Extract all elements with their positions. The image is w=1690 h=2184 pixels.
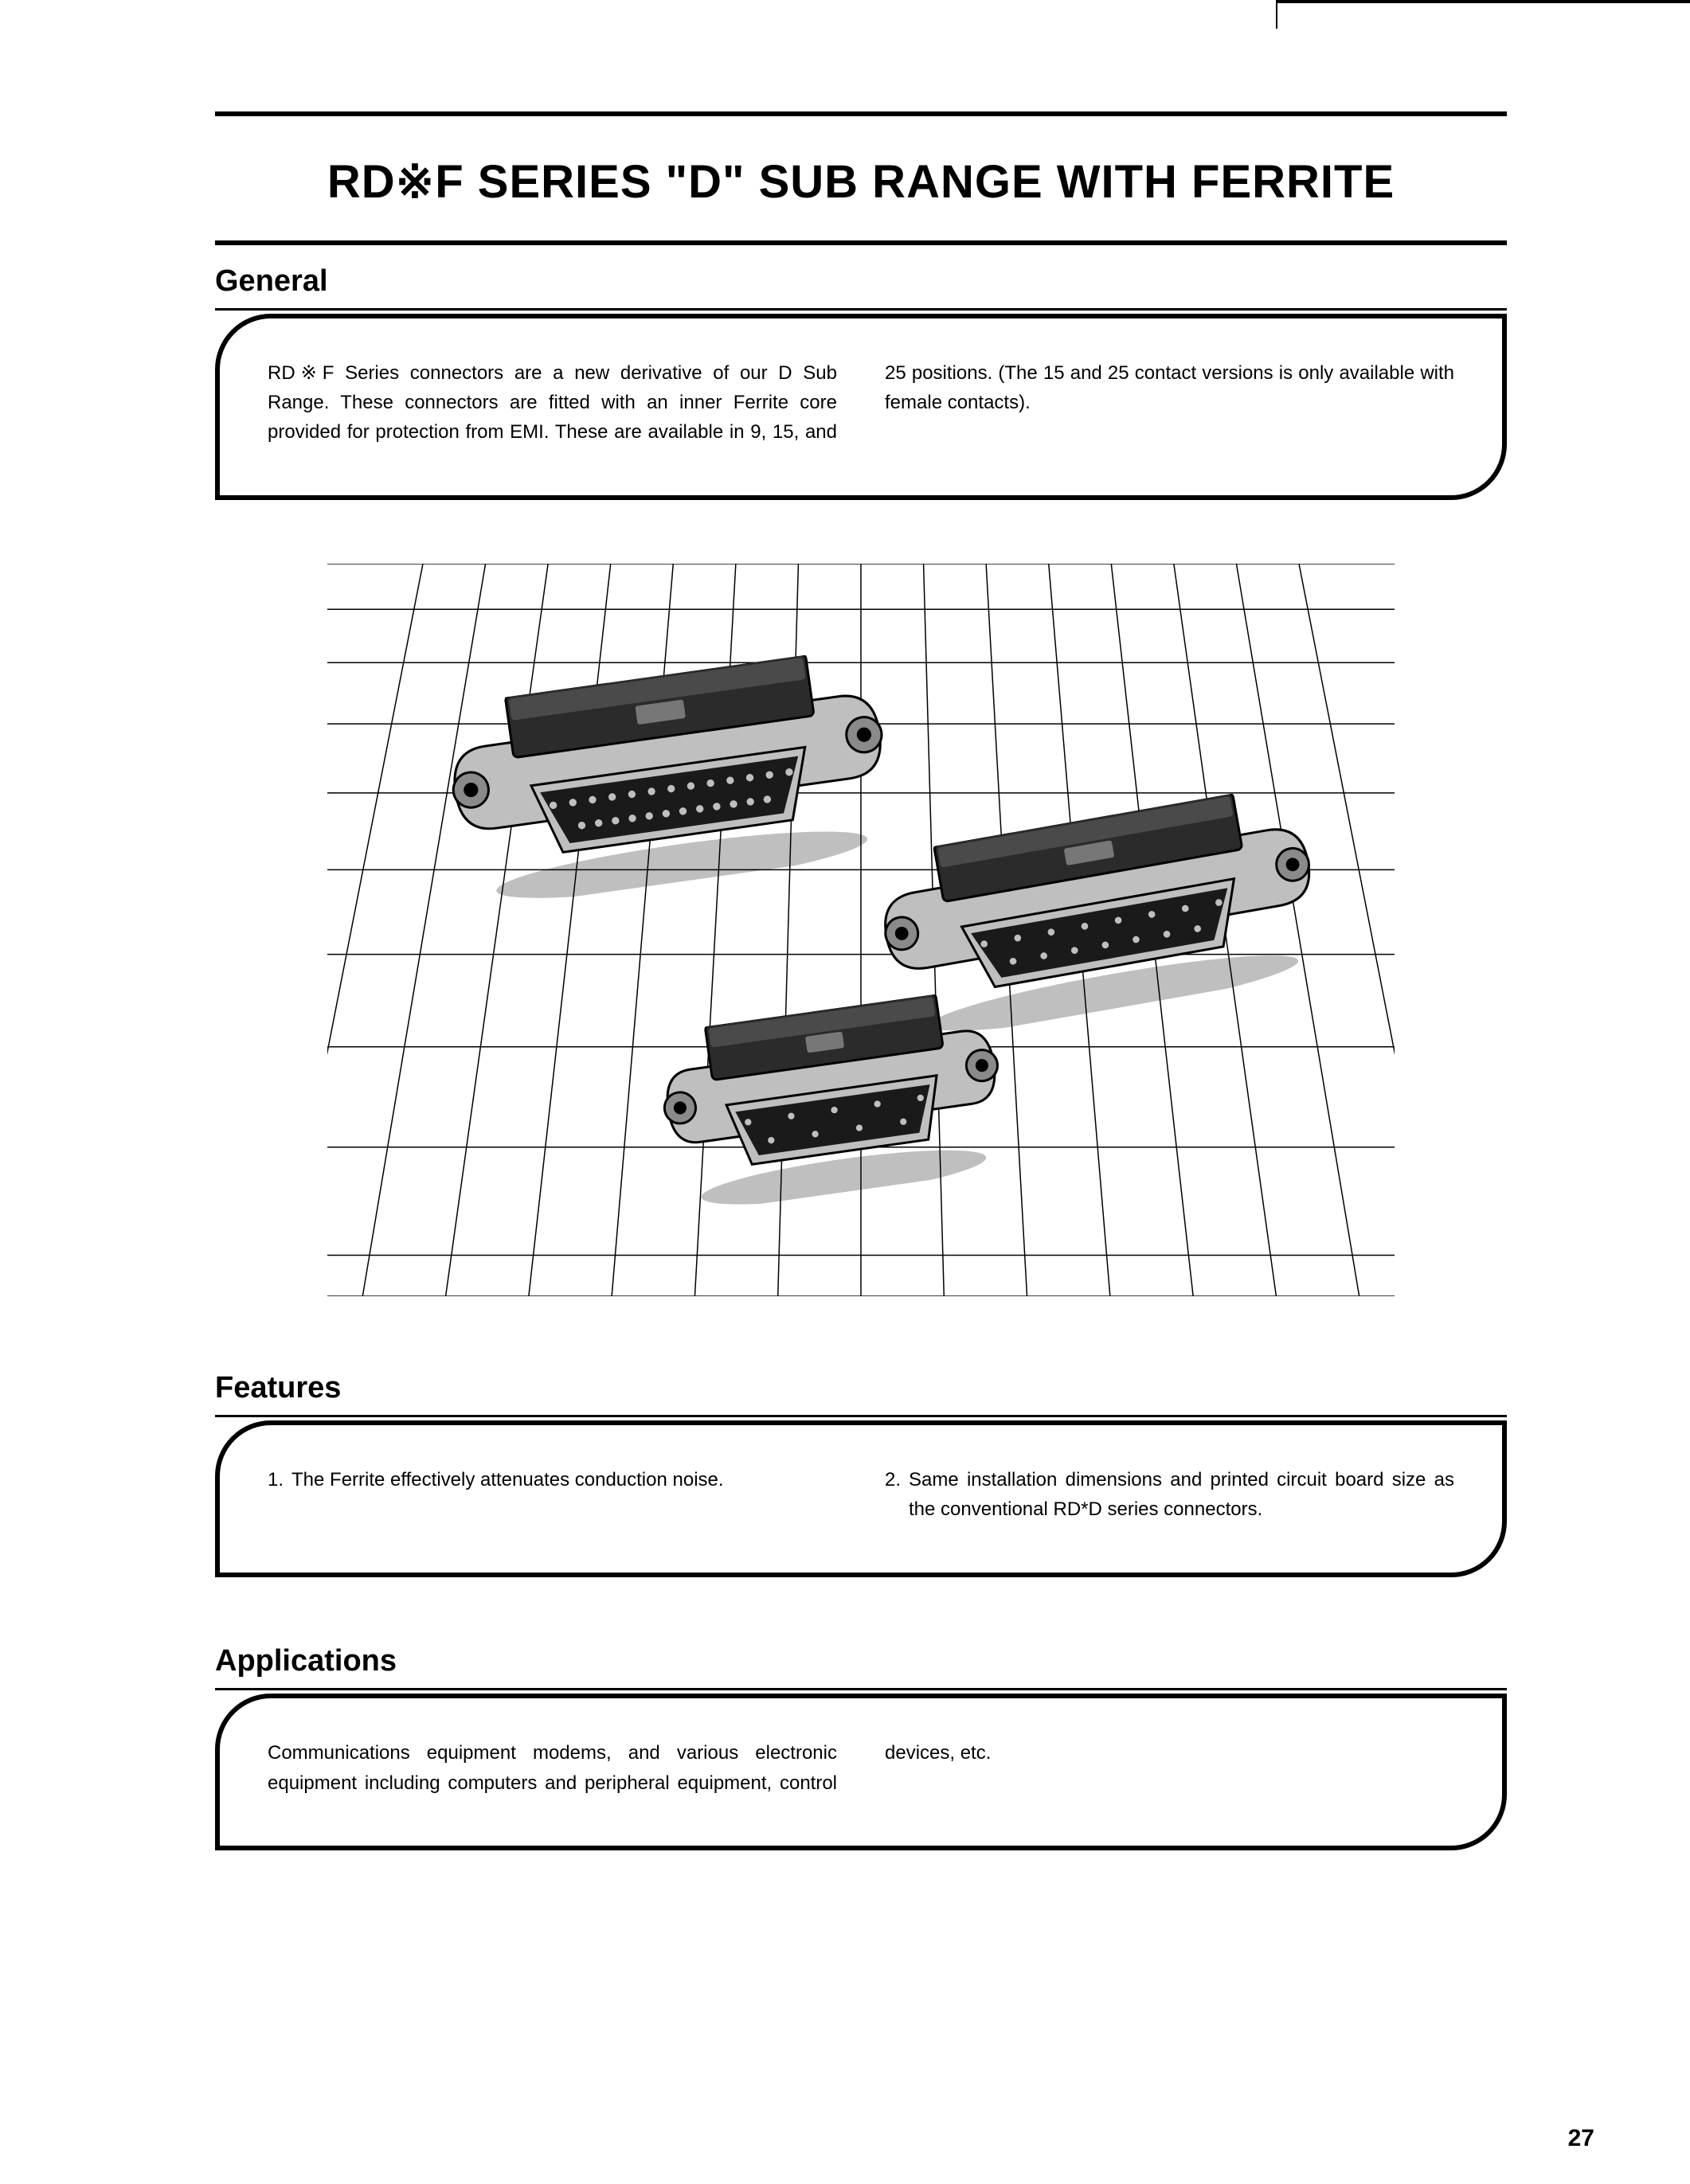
- feature-text: Same installation dimensions and printed…: [909, 1465, 1454, 1524]
- heading-applications: Applications: [215, 1625, 1507, 1688]
- rule-general: [215, 308, 1507, 311]
- rule-features: [215, 1415, 1507, 1417]
- applications-box: Communications equipment modems, and var…: [215, 1694, 1507, 1850]
- heading-features: Features: [215, 1352, 1507, 1415]
- feature-text: The Ferrite effectively attenuates condu…: [291, 1465, 724, 1494]
- rule-applications: [215, 1688, 1507, 1690]
- page: RD※F SERIES "D" SUB RANGE WITH FERRITE G…: [0, 0, 1690, 2184]
- page-title: RD※F SERIES "D" SUB RANGE WITH FERRITE: [215, 116, 1507, 240]
- general-box: RD※F Series connectors are a new derivat…: [215, 314, 1507, 500]
- features-box: 1.The Ferrite effectively attenuates con…: [215, 1420, 1507, 1578]
- feature-item: 1.The Ferrite effectively attenuates con…: [268, 1465, 837, 1494]
- features-list: 1.The Ferrite effectively attenuates con…: [268, 1465, 1454, 1526]
- feature-num: 1.: [268, 1465, 284, 1494]
- applications-text: Communications equipment modems, and var…: [268, 1738, 1454, 1797]
- connector-figure: [327, 564, 1395, 1296]
- feature-item: 2.Same installation dimensions and print…: [885, 1465, 1454, 1524]
- general-text: RD※F Series connectors are a new derivat…: [268, 358, 1454, 447]
- feature-num: 2.: [885, 1465, 901, 1524]
- page-number: 27: [1568, 2125, 1594, 2152]
- scan-artifact: [1276, 0, 1690, 29]
- heading-general: General: [215, 245, 1507, 308]
